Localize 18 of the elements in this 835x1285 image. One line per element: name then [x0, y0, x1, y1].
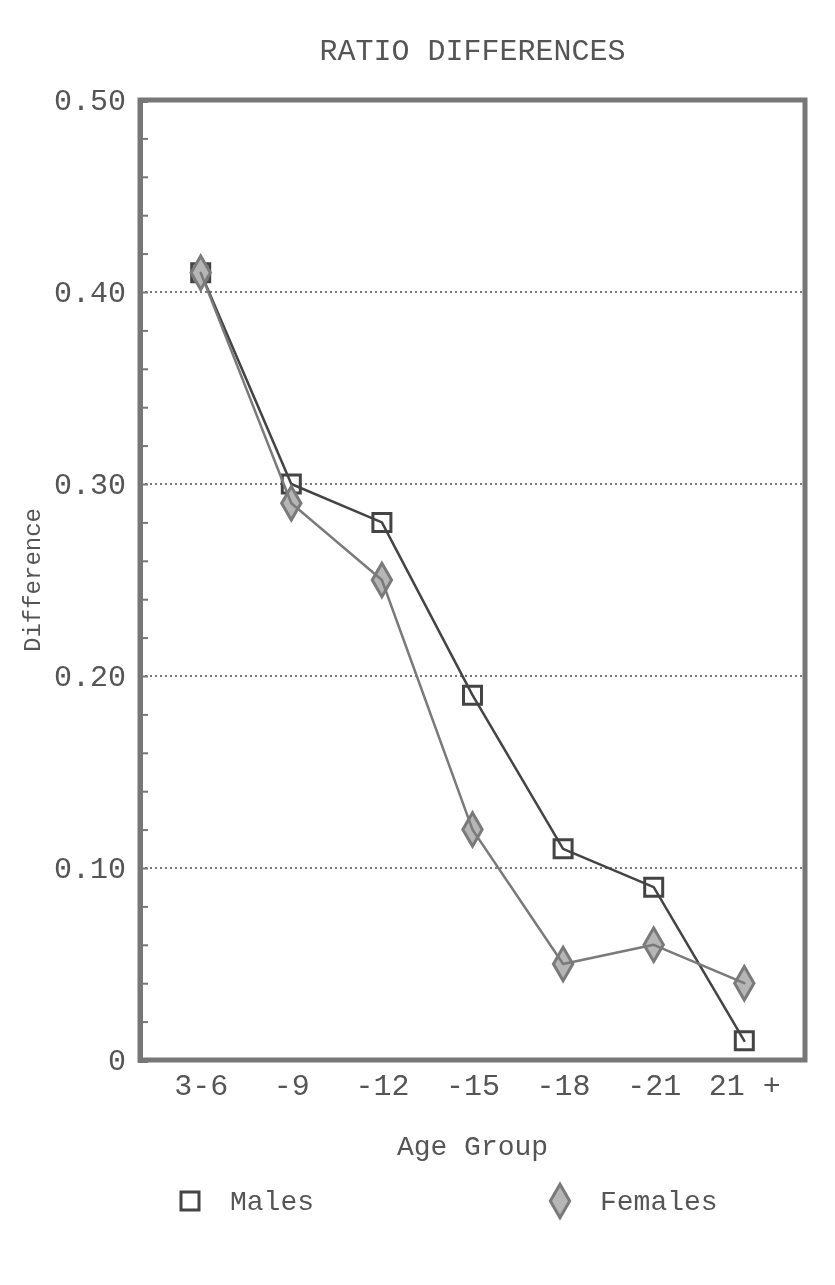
y-axis-title: Difference: [20, 507, 47, 653]
y-tick-label: 0.10: [53, 853, 126, 888]
x-tick-label: -21: [627, 1070, 682, 1105]
y-tick-label: 0.50: [53, 85, 126, 120]
x-tick-label: -18: [536, 1070, 591, 1105]
x-tick-label: -15: [445, 1070, 501, 1105]
y-tick-label: 0.40: [53, 277, 126, 312]
x-tick-label: 21 +: [708, 1070, 781, 1105]
x-axis-title: Age Group: [396, 1132, 549, 1163]
x-tick-label: -9: [273, 1070, 310, 1105]
legend-label: Males: [230, 1187, 315, 1218]
y-tick-label: 0.30: [53, 469, 126, 504]
chart-title: RATIO DIFFERENCES: [319, 35, 626, 69]
y-tick-label: 0: [107, 1045, 126, 1080]
x-tick-label: 3-6: [174, 1070, 229, 1105]
y-tick-label: 0.20: [53, 661, 126, 696]
x-tick-label: -12: [355, 1070, 410, 1105]
legend-label: Females: [600, 1187, 718, 1218]
